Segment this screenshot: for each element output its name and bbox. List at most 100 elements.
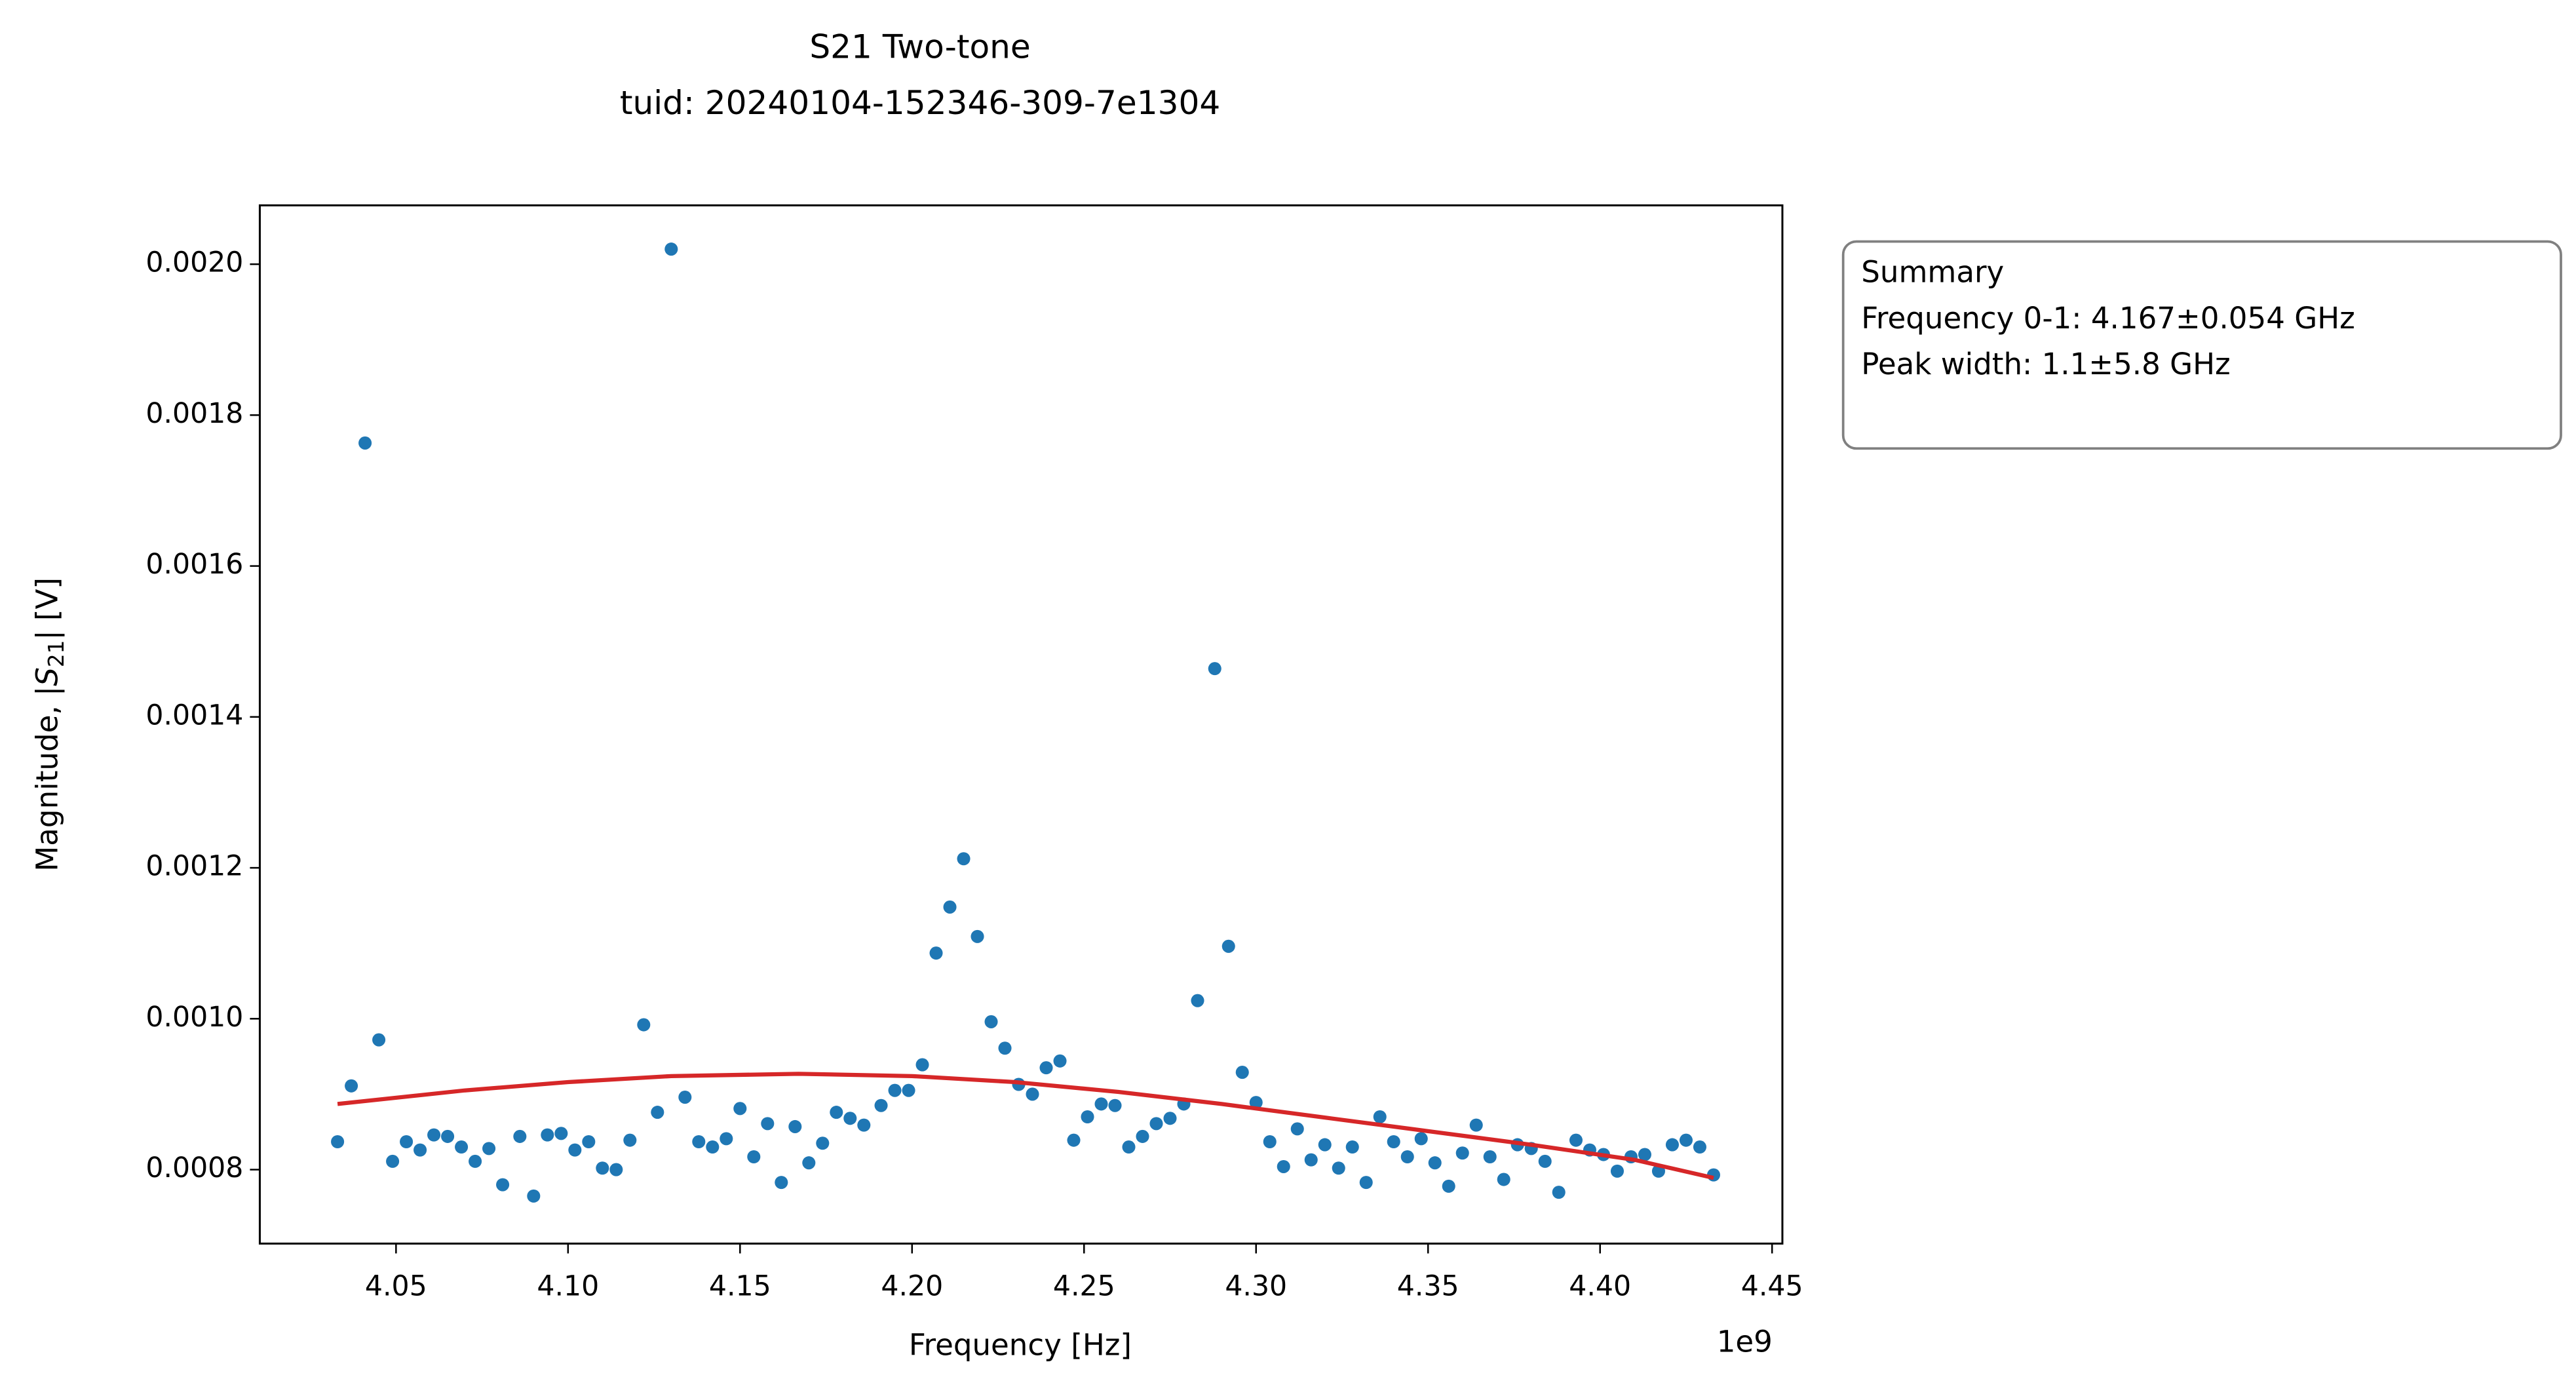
- data-point: [747, 1150, 761, 1164]
- data-point: [874, 1098, 888, 1112]
- data-point: [1221, 939, 1235, 953]
- data-point: [1455, 1146, 1469, 1160]
- y-label-part: S: [30, 667, 65, 686]
- data-point: [1039, 1061, 1053, 1075]
- data-point: [413, 1143, 427, 1157]
- data-point: [469, 1154, 482, 1168]
- data-point: [651, 1106, 664, 1119]
- data-point: [541, 1128, 554, 1142]
- data-point: [1638, 1148, 1651, 1161]
- x-tick-label: 4.45: [1741, 1270, 1803, 1303]
- y-label-part: Magnitude, |: [30, 686, 65, 872]
- chart-title: S21 Two-tone: [809, 28, 1030, 66]
- data-point: [1610, 1164, 1624, 1178]
- data-point: [623, 1133, 637, 1147]
- data-point: [1263, 1135, 1277, 1149]
- data-point: [984, 1015, 998, 1028]
- data-point: [1442, 1179, 1455, 1193]
- x-axis-label: Frequency [Hz]: [909, 1327, 1132, 1362]
- data-point: [816, 1136, 830, 1150]
- x-offset-label: 1e9: [1717, 1324, 1773, 1359]
- data-point: [372, 1033, 386, 1047]
- x-tick-label: 4.30: [1225, 1270, 1287, 1303]
- data-point: [1345, 1140, 1359, 1154]
- data-point: [1387, 1135, 1400, 1149]
- y-tick-label: 0.0020: [145, 246, 243, 279]
- data-point: [1067, 1133, 1081, 1147]
- x-tick-label: 4.20: [881, 1270, 943, 1303]
- data-point: [1414, 1132, 1428, 1146]
- data-point: [692, 1135, 706, 1149]
- data-point: [678, 1091, 692, 1104]
- data-point: [664, 243, 678, 256]
- data-point: [331, 1135, 345, 1149]
- data-point: [345, 1079, 358, 1093]
- data-point: [902, 1083, 915, 1097]
- y-label-part: | [V]: [30, 577, 65, 640]
- data-point: [998, 1041, 1012, 1055]
- data-point: [1400, 1150, 1414, 1164]
- data-point: [943, 900, 957, 914]
- data-point: [1094, 1097, 1108, 1111]
- x-tick-label: 4.40: [1569, 1270, 1631, 1303]
- x-tick-label: 4.35: [1397, 1270, 1459, 1303]
- y-tick-label: 0.0008: [145, 1152, 243, 1184]
- data-point: [358, 436, 372, 450]
- data-point: [1497, 1173, 1510, 1186]
- y-tick-label: 0.0014: [145, 699, 243, 731]
- data-point: [1552, 1186, 1566, 1199]
- data-point: [788, 1119, 802, 1133]
- x-tick-label: 4.25: [1053, 1270, 1115, 1303]
- data-point: [915, 1058, 929, 1072]
- fit-line: [337, 1072, 1714, 1180]
- data-point: [441, 1129, 455, 1143]
- data-point: [1373, 1110, 1387, 1124]
- data-point: [582, 1135, 596, 1149]
- data-point: [554, 1127, 568, 1140]
- data-point: [1053, 1054, 1067, 1068]
- data-point: [1483, 1150, 1497, 1164]
- data-point: [1249, 1096, 1263, 1110]
- y-axis-label: Magnitude, |S21| [V]: [30, 577, 69, 872]
- data-point: [1538, 1154, 1552, 1168]
- data-point: [1318, 1138, 1332, 1152]
- data-point: [482, 1142, 496, 1155]
- data-point: [720, 1132, 733, 1146]
- data-point: [568, 1143, 582, 1157]
- x-tick-label: 4.15: [709, 1270, 771, 1303]
- y-tick-label: 0.0018: [145, 397, 243, 430]
- data-point: [775, 1176, 788, 1190]
- data-point: [706, 1140, 720, 1154]
- data-point: [957, 852, 971, 866]
- x-tick-label: 4.05: [365, 1270, 427, 1303]
- data-point: [1208, 662, 1221, 676]
- data-point: [455, 1140, 469, 1154]
- data-point: [1136, 1129, 1149, 1143]
- data-point: [1679, 1133, 1693, 1147]
- y-tick-label: 0.0010: [145, 1001, 243, 1034]
- summary-line: Frequency 0-1: 4.167±0.054 GHz: [1861, 301, 2355, 336]
- data-point: [1149, 1117, 1163, 1131]
- data-point: [513, 1129, 527, 1143]
- data-point: [1108, 1098, 1122, 1112]
- data-point: [971, 929, 984, 943]
- data-point: [888, 1083, 902, 1097]
- data-point: [1304, 1153, 1318, 1167]
- data-point: [1428, 1156, 1442, 1170]
- data-point: [1332, 1161, 1345, 1175]
- data-point: [527, 1189, 541, 1203]
- plot-frame: [258, 204, 1784, 1245]
- data-point: [637, 1018, 651, 1032]
- data-point: [1693, 1140, 1706, 1154]
- data-point: [1290, 1122, 1304, 1136]
- data-point: [1469, 1118, 1483, 1132]
- chart-subtitle: tuid: 20240104-152346-309-7e1304: [620, 83, 1220, 122]
- summary-line: Peak width: 1.1±5.8 GHz: [1861, 347, 2231, 381]
- data-point: [1026, 1087, 1039, 1101]
- data-point: [609, 1163, 623, 1176]
- data-point: [830, 1106, 843, 1119]
- data-point: [1569, 1133, 1583, 1147]
- data-point: [496, 1178, 510, 1192]
